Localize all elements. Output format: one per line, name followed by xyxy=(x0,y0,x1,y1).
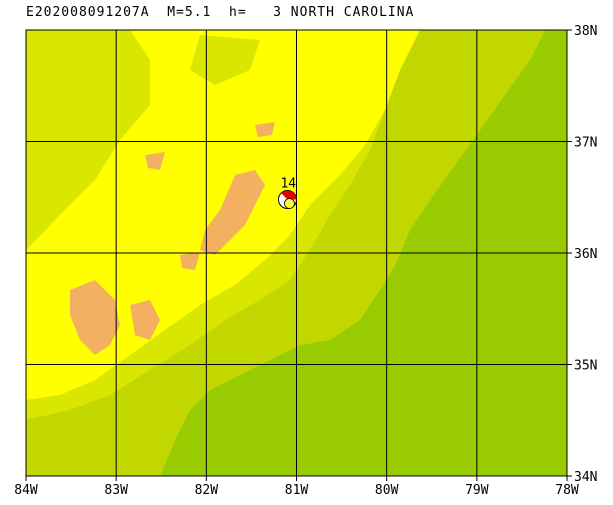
event-station-label: 14 xyxy=(280,176,296,191)
terrain-peak-5 xyxy=(145,152,165,170)
lon-tick-label: 82W xyxy=(195,483,219,498)
terrain-upland-patch-1 xyxy=(26,30,150,175)
terrain-upland-patch-2 xyxy=(190,35,260,85)
terrain-peak-1 xyxy=(200,170,265,255)
terrain-upland-patch-3 xyxy=(26,440,120,476)
lon-tick-label: 78W xyxy=(555,483,579,498)
lon-tick-label: 80W xyxy=(375,483,399,498)
lat-tick-label: 34N xyxy=(574,470,597,485)
epicenter-dot xyxy=(284,198,295,209)
terrain-peak-2 xyxy=(70,280,120,355)
terrain-peak-6 xyxy=(180,252,200,270)
lon-tick-label: 81W xyxy=(285,483,309,498)
lon-tick-label: 79W xyxy=(465,483,489,498)
lat-lon-grid xyxy=(25,29,572,481)
terrain-peak-3 xyxy=(130,300,160,340)
beachball-compression-quadrant xyxy=(281,190,297,200)
event-marker[interactable]: 14 xyxy=(277,176,297,209)
lon-tick-label: 83W xyxy=(104,483,128,498)
lat-tick-label: 36N xyxy=(574,247,597,262)
lat-tick-label: 37N xyxy=(574,136,597,151)
lon-tick-label: 84W xyxy=(14,483,38,498)
map-title: E202008091207A M=5.1 h= 3 NORTH CAROLINA xyxy=(26,5,415,20)
lat-tick-label: 35N xyxy=(574,359,597,374)
lat-tick-label: 38N xyxy=(574,24,597,39)
terrain-peak-4 xyxy=(255,122,275,137)
